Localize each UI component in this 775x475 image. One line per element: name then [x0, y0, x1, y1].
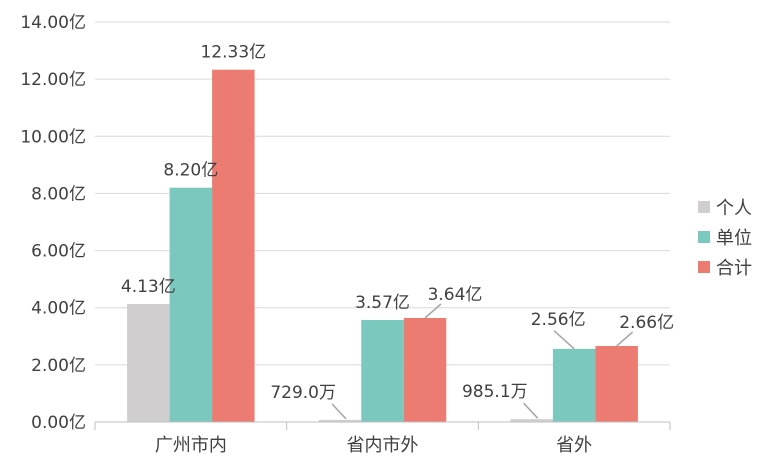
y-tick-label: 10.00亿: [20, 127, 86, 147]
y-tick-label: 8.00亿: [31, 184, 86, 204]
leader-line: [331, 403, 347, 420]
bar: [361, 320, 404, 422]
y-tick-label: 6.00亿: [31, 242, 86, 262]
data-label: 2.56亿: [531, 310, 586, 330]
y-tick-label: 12.00亿: [20, 70, 86, 90]
data-label: 3.64亿: [428, 285, 483, 305]
bar: [169, 187, 213, 422]
x-category-label: 省内市外: [347, 435, 419, 456]
y-tick-label: 2.00亿: [31, 356, 86, 376]
bar: [510, 419, 553, 422]
data-label-leader-lines: [331, 303, 634, 420]
x-category-label: 省外: [556, 435, 592, 456]
bar: [318, 419, 362, 422]
y-axis-tick-labels: 0.00亿 2.00亿 4.00亿 6.00亿 8.00亿 10.00亿 12.00亿 14.…: [20, 13, 86, 433]
leader-line: [424, 303, 442, 319]
legend-swatch: [698, 201, 710, 213]
leader-line: [616, 331, 634, 347]
legend-label: 个人: [716, 198, 752, 219]
leader-line: [553, 330, 575, 350]
data-label: 985.1万: [462, 382, 528, 402]
data-label: 8.20亿: [163, 161, 218, 181]
bar: [595, 346, 638, 422]
bar: [212, 69, 255, 422]
bar: [127, 304, 170, 422]
legend-label: 合计: [716, 258, 752, 279]
legend-swatch: [698, 231, 710, 243]
x-axis: 广州市内 省内市外 省外: [94, 421, 671, 456]
bar: [403, 318, 447, 422]
data-label: 2.66亿: [619, 313, 674, 333]
data-label: 729.0万: [270, 383, 336, 403]
data-label: 12.33亿: [200, 43, 266, 63]
legend-label: 单位: [716, 228, 752, 249]
y-tick-label: 14.00亿: [20, 13, 86, 33]
data-labels: 4.13亿 8.20亿 12.33亿 729.0万 3.57亿 3.64亿 985.1万 2.…: [121, 43, 674, 403]
bar: [552, 348, 596, 422]
y-tick-label: 4.00亿: [31, 299, 86, 319]
bars: [127, 69, 638, 422]
data-label: 3.57亿: [355, 293, 410, 313]
x-category-label: 广州市内: [155, 435, 227, 456]
legend-swatch: [698, 261, 710, 273]
data-label: 4.13亿: [121, 277, 176, 297]
leader-line: [523, 402, 539, 419]
y-tick-label: 0.00亿: [31, 413, 86, 433]
